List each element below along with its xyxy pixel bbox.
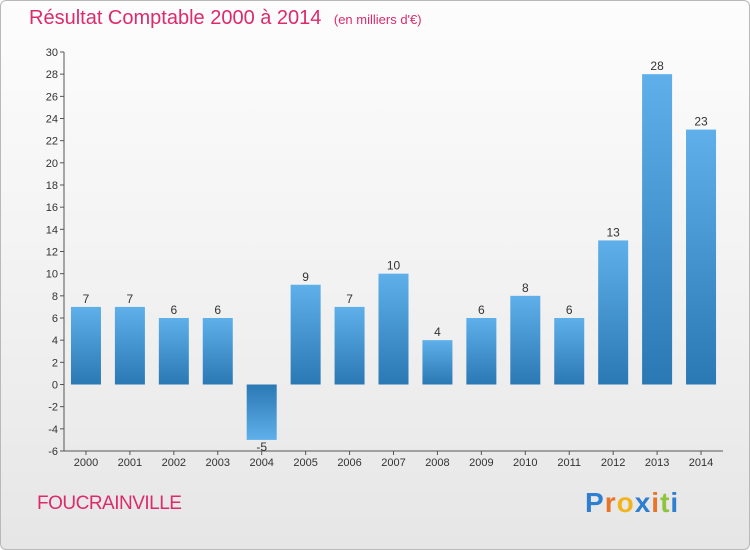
y-tick-label: 0 xyxy=(52,380,58,392)
commune-name: FOUCRAINVILLE xyxy=(37,493,182,514)
y-tick-label: 2 xyxy=(52,357,58,369)
x-tick-label: 2008 xyxy=(425,457,449,469)
data-label: 23 xyxy=(694,115,708,129)
logo-letter: P xyxy=(585,487,605,518)
data-label: 13 xyxy=(606,225,620,239)
x-tick-label: 2005 xyxy=(293,457,317,469)
y-tick-label: 14 xyxy=(46,224,58,236)
bar xyxy=(642,74,673,385)
bar xyxy=(246,384,277,440)
data-label: 28 xyxy=(650,59,664,73)
data-label: 6 xyxy=(214,303,221,317)
x-tick-label: 2010 xyxy=(513,457,537,469)
logo-letter: i xyxy=(670,487,680,518)
x-tick-label: 2014 xyxy=(689,457,713,469)
x-tick-label: 2009 xyxy=(469,457,493,469)
y-tick-label: 30 xyxy=(46,47,58,59)
y-tick-label: 10 xyxy=(46,269,58,281)
chart-subtitle: (en milliers d'€) xyxy=(333,12,422,27)
data-label: -5 xyxy=(256,440,267,454)
bar xyxy=(158,318,189,385)
bar xyxy=(554,318,585,385)
data-label: 6 xyxy=(478,303,485,317)
x-tick-label: 2007 xyxy=(381,457,405,469)
bar xyxy=(378,273,409,385)
data-label: 9 xyxy=(302,270,309,284)
bar xyxy=(466,318,497,385)
y-tick-label: 24 xyxy=(46,114,58,126)
y-tick-label: 26 xyxy=(46,91,58,103)
data-label: 4 xyxy=(434,325,441,339)
y-tick-label: -4 xyxy=(48,424,58,436)
bar xyxy=(290,284,321,385)
bar xyxy=(686,129,717,385)
x-tick-label: 2003 xyxy=(206,457,230,469)
chart-title: Résultat Comptable 2000 à 2014 xyxy=(29,7,322,29)
logo-letter: t xyxy=(660,487,671,518)
logo-letter: o xyxy=(616,487,635,518)
x-tick-label: 2002 xyxy=(162,457,186,469)
y-tick-label: -2 xyxy=(48,402,58,414)
bar xyxy=(334,306,365,385)
bar xyxy=(202,318,233,385)
title-block: Résultat Comptable 2000 à 2014 (en milli… xyxy=(29,7,422,30)
bar xyxy=(114,306,145,385)
x-tick-label: 2000 xyxy=(74,457,98,469)
logo-letter: x xyxy=(634,487,652,518)
bar xyxy=(70,306,101,385)
data-label: 7 xyxy=(83,292,90,306)
bar xyxy=(422,340,453,385)
y-tick-label: 20 xyxy=(46,158,58,170)
y-tick-label: 6 xyxy=(52,313,58,325)
y-tick-label: 4 xyxy=(52,335,58,347)
proxiti-logo: Proxiti xyxy=(585,487,679,519)
data-label: 6 xyxy=(566,303,573,317)
bar xyxy=(510,295,541,385)
y-tick-label: 8 xyxy=(52,291,58,303)
y-tick-label: 28 xyxy=(46,69,58,81)
logo-letter: r xyxy=(604,487,617,518)
y-tick-label: 16 xyxy=(46,202,58,214)
x-tick-label: 2011 xyxy=(557,457,581,469)
data-label: 7 xyxy=(346,292,353,306)
y-tick-label: 22 xyxy=(46,136,58,148)
y-tick-label: 12 xyxy=(46,247,58,259)
logo-letter: i xyxy=(651,487,661,518)
data-label: 6 xyxy=(170,303,177,317)
x-tick-label: 2001 xyxy=(118,457,142,469)
y-tick-label: 18 xyxy=(46,180,58,192)
x-tick-label: 2013 xyxy=(645,457,669,469)
y-tick-label: -6 xyxy=(48,446,58,458)
data-label: 10 xyxy=(387,259,401,273)
x-tick-label: 2004 xyxy=(249,457,273,469)
data-label: 7 xyxy=(127,292,134,306)
bar xyxy=(598,240,629,385)
data-label: 8 xyxy=(522,281,529,295)
x-tick-label: 2012 xyxy=(601,457,625,469)
x-tick-label: 2006 xyxy=(337,457,361,469)
